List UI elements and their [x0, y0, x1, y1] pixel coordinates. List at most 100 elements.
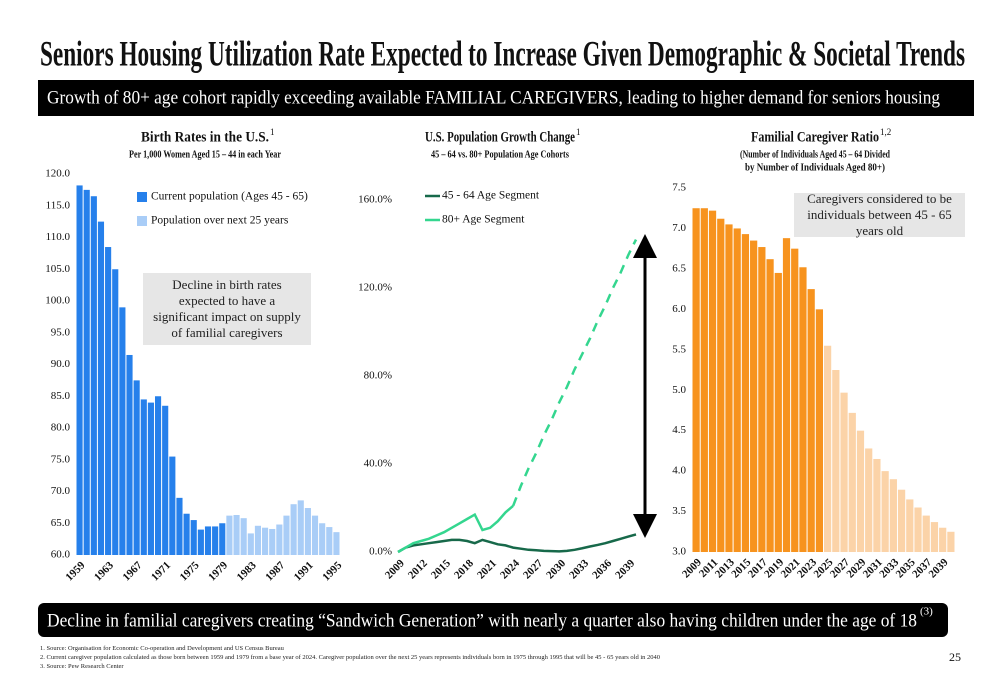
- y-tick-label: 110.0: [46, 231, 71, 243]
- bar: [930, 522, 939, 552]
- bottom-banner: [38, 603, 948, 637]
- bar: [782, 238, 791, 552]
- y-tick-label: 6.5: [672, 262, 686, 274]
- bar: [725, 224, 733, 552]
- legend-label: Current population (Ages 45 - 65): [151, 191, 308, 203]
- bar: [254, 525, 262, 555]
- x-tick-label: 1971: [149, 559, 173, 583]
- x-tick-label: 1991: [292, 559, 316, 583]
- bar: [169, 456, 176, 555]
- line: [397, 533, 637, 554]
- y-tick-label: 80.0%: [364, 370, 392, 382]
- bar: [326, 527, 333, 555]
- bar: [283, 515, 290, 555]
- bar: [204, 526, 212, 555]
- bar: [297, 500, 304, 555]
- legend-label: Population over next 25 years: [151, 215, 289, 227]
- y-tick-label: 60.0: [51, 549, 71, 561]
- x-tick-label: 1995: [320, 559, 344, 583]
- legend-swatch: [137, 192, 147, 202]
- bar: [873, 458, 881, 552]
- bar: [290, 504, 297, 555]
- y-tick-label: 75.0: [51, 453, 71, 465]
- slide-title: Seniors Housing Utilization Rate Expecte…: [40, 33, 965, 73]
- bottom-banner-sup: (3): [920, 606, 933, 618]
- x-tick-label: 2036: [590, 557, 614, 581]
- top-banner-text: Growth of 80+ age cohort rapidly exceedi…: [47, 87, 940, 108]
- x-tick-label: 2021: [475, 557, 499, 581]
- y-tick-label: 160.0%: [358, 194, 392, 206]
- y-tick-label: 70.0: [51, 485, 71, 497]
- bar: [881, 471, 889, 552]
- bar: [848, 412, 856, 552]
- bar: [83, 189, 90, 555]
- x-tick-label: 1987: [263, 559, 287, 583]
- bar: [183, 513, 190, 555]
- annotation: Decline in birth rates expected to have …: [143, 273, 311, 345]
- bar: [140, 399, 147, 555]
- x-tick-label: 2027: [521, 557, 545, 581]
- legend-label: 80+ Age Segment: [442, 214, 525, 226]
- bar: [76, 185, 83, 555]
- bar: [700, 208, 708, 552]
- bar: [119, 307, 126, 555]
- chart-title: U.S. Population Growth Change: [425, 129, 575, 145]
- footnote: 1. Source: Organisation for Economic Co-…: [40, 645, 284, 652]
- x-tick-label: 2012: [406, 557, 430, 581]
- chart-title-sup: 1,2: [880, 127, 891, 137]
- chart-title-sup: 1: [576, 127, 581, 137]
- bar: [758, 247, 766, 552]
- y-tick-label: 0.0%: [369, 546, 392, 558]
- chart-subtitle: (Number of Individuals Aged 45 – 64 Divi…: [740, 149, 890, 160]
- x-tick-label: 1959: [63, 559, 87, 583]
- y-tick-label: 4.0: [672, 465, 686, 477]
- x-tick-label: 1983: [235, 559, 259, 583]
- bar: [333, 532, 340, 555]
- x-tick-label: 2009: [383, 557, 407, 581]
- y-tick-label: 105.0: [45, 263, 70, 275]
- y-tick-label: 5.5: [672, 343, 686, 355]
- chart-subtitle: 45 – 64 vs. 80+ Population Age Cohorts: [431, 149, 569, 160]
- x-tick-label: 1975: [178, 559, 202, 583]
- annotation: Caregivers considered to be individuals …: [794, 191, 965, 238]
- bar: [247, 533, 254, 555]
- y-tick-label: 7.0: [672, 222, 686, 234]
- bar: [276, 524, 283, 555]
- bar: [262, 527, 269, 555]
- x-tick-label: 1967: [121, 559, 145, 583]
- bar: [126, 354, 133, 555]
- line: [397, 504, 514, 554]
- bar: [914, 507, 922, 552]
- y-tick-label: 65.0: [51, 517, 71, 529]
- bar: [97, 221, 105, 555]
- bar: [856, 430, 865, 552]
- y-tick-label: 100.0: [45, 295, 70, 307]
- x-tick-label: 2039: [927, 556, 951, 580]
- bar: [906, 499, 914, 552]
- bar: [692, 208, 700, 552]
- y-tick-label: 90.0: [51, 358, 71, 370]
- chart-title: Birth Rates in the U.S.: [141, 129, 269, 145]
- y-tick-label: 6.0: [672, 303, 686, 315]
- bar: [766, 259, 774, 552]
- y-tick-label: 120.0: [45, 168, 70, 180]
- legend-label: 45 - 64 Age Segment: [442, 190, 540, 202]
- y-tick-label: 80.0: [51, 422, 71, 434]
- bar: [865, 448, 873, 552]
- bar: [824, 345, 832, 552]
- bar: [304, 508, 311, 555]
- bar: [733, 228, 741, 552]
- x-tick-label: 2033: [567, 557, 591, 581]
- y-tick-label: 4.5: [672, 424, 686, 436]
- bar: [105, 247, 112, 555]
- bar: [741, 234, 750, 552]
- bar: [774, 272, 782, 552]
- bar: [112, 269, 119, 555]
- x-tick-label: 1979: [206, 559, 230, 583]
- bar: [791, 248, 799, 552]
- bar: [147, 402, 154, 555]
- x-tick-label: 2030: [544, 557, 568, 581]
- bar: [832, 370, 840, 552]
